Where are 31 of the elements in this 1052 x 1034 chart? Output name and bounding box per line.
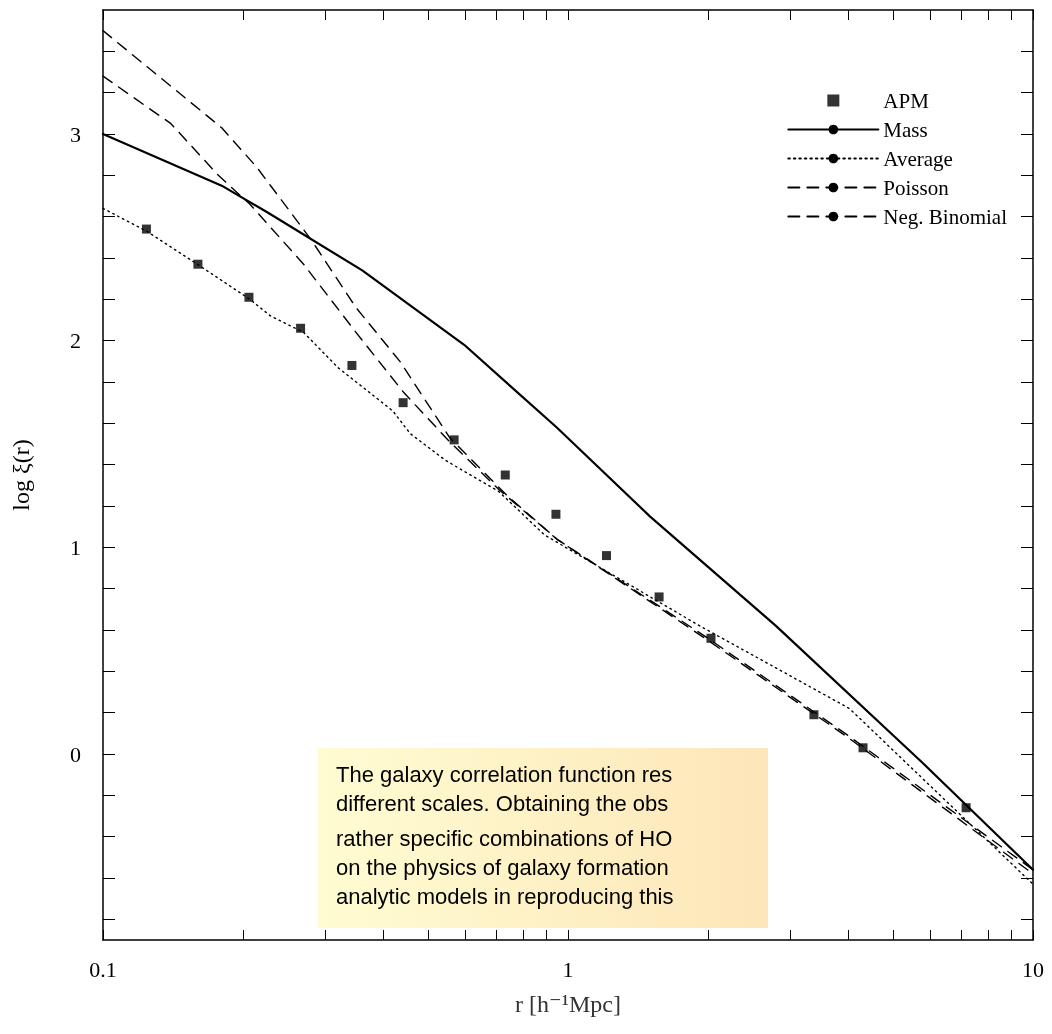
point xyxy=(500,470,510,480)
legend-label: Mass xyxy=(883,117,928,142)
y-tick-label: 2 xyxy=(70,328,81,354)
point xyxy=(602,551,611,561)
point xyxy=(449,435,459,445)
annotation: different scales. Obtaining the obs xyxy=(336,790,670,818)
point xyxy=(398,398,408,408)
y-axis-title: log ξ(r) xyxy=(8,439,34,511)
x-tick-label: 0.1 xyxy=(89,956,117,982)
x-tick-label: 1 xyxy=(562,956,574,982)
legend-label: Average xyxy=(883,146,953,171)
x-tick-label: 10 xyxy=(1022,956,1044,982)
y-tick-label: 1 xyxy=(70,534,81,560)
point xyxy=(296,323,306,333)
legend-label: APM xyxy=(883,88,930,113)
y-tick-label: 0 xyxy=(70,741,81,767)
point xyxy=(141,224,151,234)
x-axis-title: r [h⁻¹Mpc] xyxy=(515,991,621,1017)
point xyxy=(654,592,664,602)
annotation: rather specific combinations of HO xyxy=(336,825,674,853)
point xyxy=(551,509,561,519)
point xyxy=(193,259,203,269)
y-tick-label: 3 xyxy=(70,121,81,147)
annotation: The galaxy correlation function res xyxy=(336,761,674,789)
annotation: on the physics of galaxy formation xyxy=(336,854,670,882)
legend-label: Neg. Binomial xyxy=(883,204,1008,229)
legend-label: Poisson xyxy=(883,175,950,200)
point xyxy=(244,292,254,302)
point xyxy=(347,360,357,370)
annotation: analytic models in reproducing this xyxy=(336,883,675,911)
point xyxy=(706,633,716,643)
